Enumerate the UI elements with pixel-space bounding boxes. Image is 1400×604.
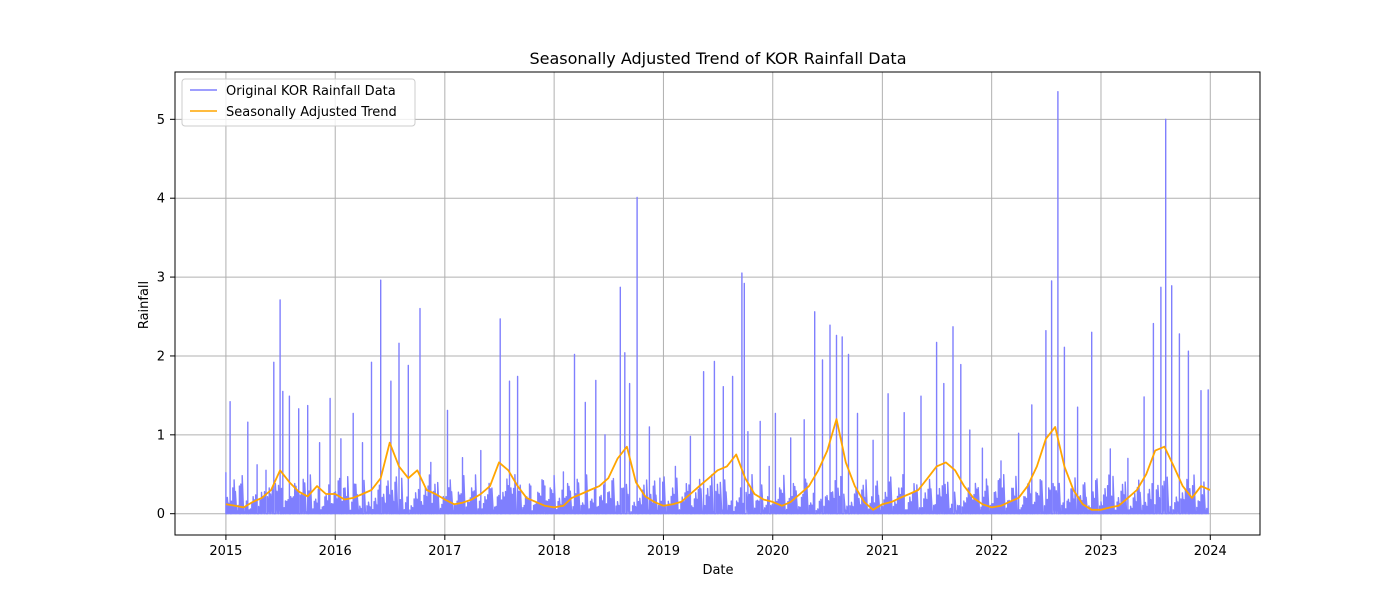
y-tick-label: 2 [157, 349, 165, 364]
x-tick-label: 2024 [1194, 544, 1227, 559]
plot-frame [174, 71, 1261, 536]
x-tick-label: 2017 [428, 544, 461, 559]
x-tick-label: 2022 [975, 544, 1008, 559]
series-lines [225, 91, 1211, 515]
legend-label-original: Original KOR Rainfall Data [226, 84, 396, 99]
legend-label-trend: Seasonally Adjusted Trend [226, 105, 397, 120]
legend: Original KOR Rainfall Data Seasonally Ad… [181, 78, 416, 127]
y-tick-label: 3 [157, 271, 165, 286]
axis-ticks: 2015 2016 2017 2018 2019 2020 2021 2022 2023 2024… [157, 113, 1227, 559]
x-tick-label: 2016 [319, 544, 352, 559]
y-tick-label: 1 [157, 428, 165, 443]
legend-box [181, 78, 416, 127]
y-tick-label: 0 [157, 507, 165, 522]
seasonally-adjusted-trend-line [225, 418, 1211, 511]
x-tick-label: 2015 [209, 544, 242, 559]
x-tick-label: 2019 [647, 544, 680, 559]
y-tick-label: 5 [157, 113, 165, 128]
x-tick-label: 2021 [866, 544, 899, 559]
original-rainfall-line [225, 91, 1209, 515]
y-axis-label: Rainfall [137, 281, 152, 329]
x-axis-label: Date [702, 563, 733, 578]
x-tick-label: 2020 [756, 544, 789, 559]
y-tick-label: 4 [157, 192, 165, 207]
x-tick-label: 2018 [538, 544, 571, 559]
x-tick-label: 2023 [1084, 544, 1117, 559]
chart-title: Seasonally Adjusted Trend of KOR Rainfal… [530, 49, 907, 68]
